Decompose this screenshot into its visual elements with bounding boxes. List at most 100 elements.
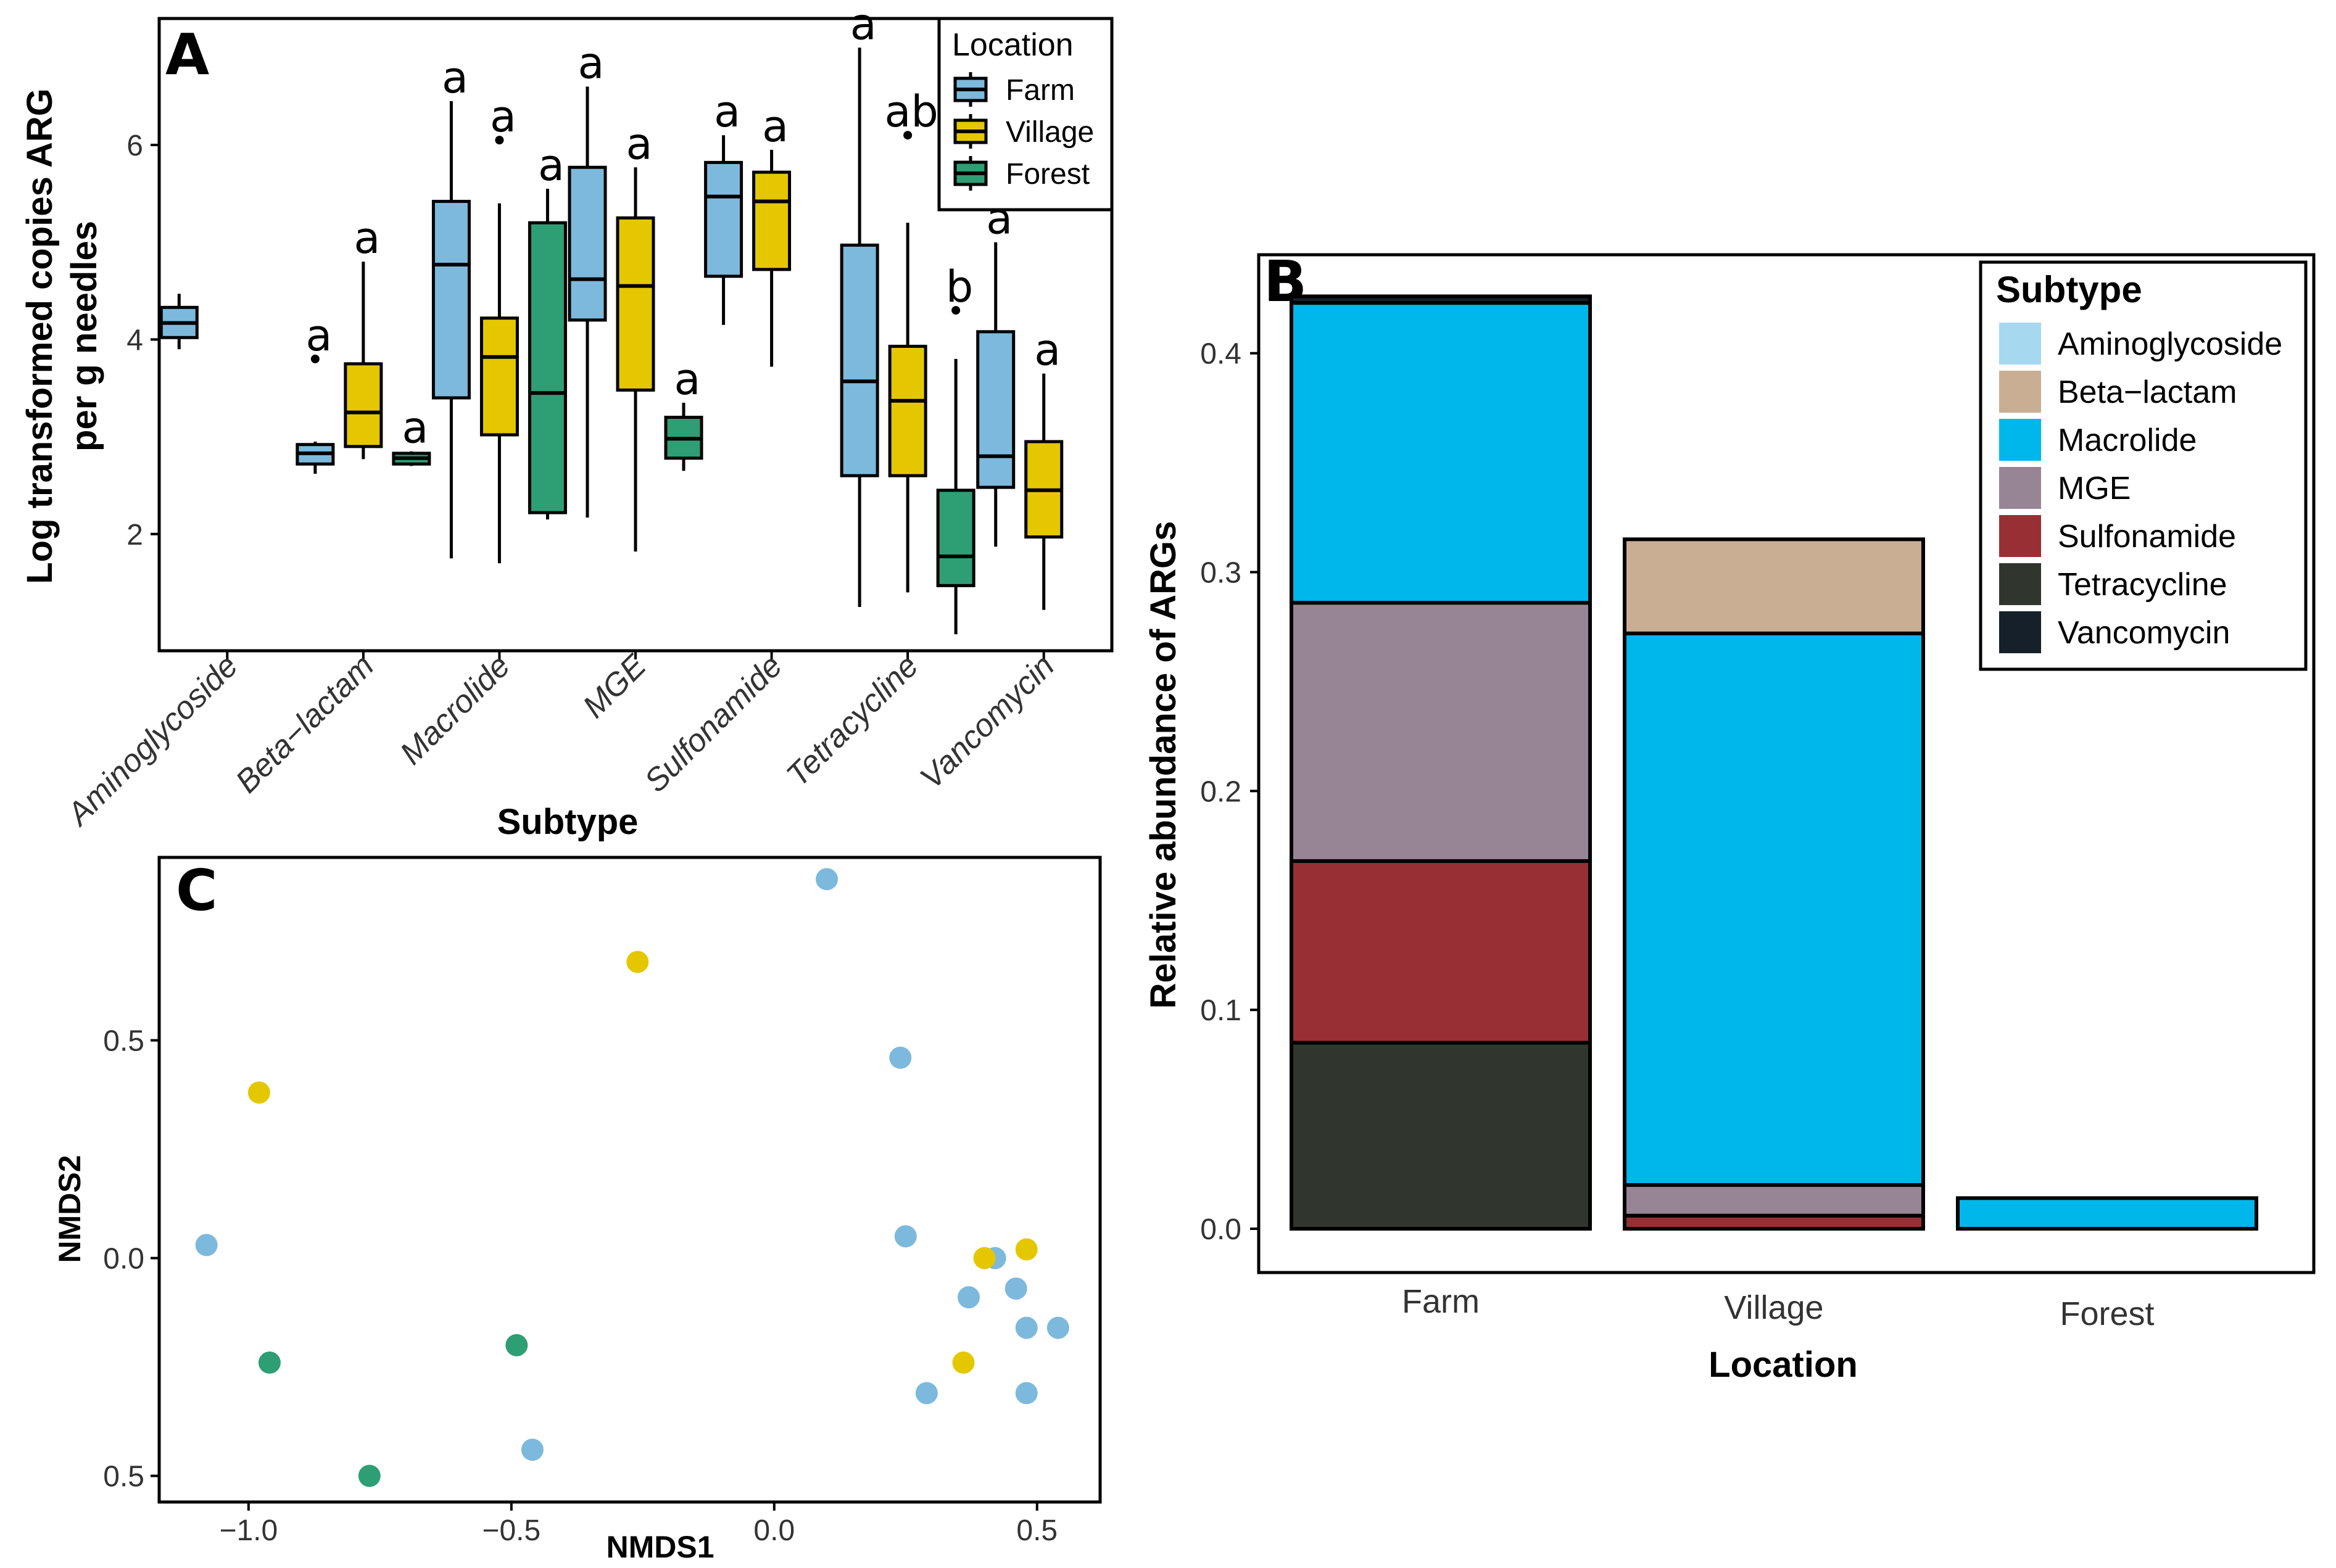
b-segment-mge (1290, 601, 1592, 863)
panel-a-y-ticks: 2 4 6 (126, 130, 159, 551)
b-x-tick-label: Forest (2060, 1295, 2154, 1332)
a-box-village (344, 262, 383, 460)
a-legend-item: Village (953, 114, 1094, 149)
panel-b-legend-items: Aminoglycoside Beta−lactam Macrolide MGE Sul… (1999, 323, 2282, 653)
a-box-village (1024, 373, 1064, 610)
a-legend-label: Farm (1006, 74, 1075, 107)
a-y-tick-label: 4 (126, 324, 143, 357)
b-legend-item: Macrolide (1999, 419, 2197, 461)
panel-b: B 0.00.10.20.30.4 Farm Village Forest Rela… (1143, 249, 2316, 1385)
b-legend-swatch (1999, 611, 2041, 653)
c-x-tick-label: 0.0 (753, 1514, 795, 1547)
a-x-tick-label: Sulfonamide (638, 648, 789, 799)
panel-a-ylabel-line1: Log transformed copies ARG (20, 88, 60, 584)
a-sig-letter: a (305, 310, 332, 361)
a-box-farm (976, 242, 1016, 547)
a-box-body (568, 165, 607, 322)
b-x-tick-label: Village (1724, 1289, 1823, 1326)
a-box-body (528, 221, 567, 514)
b-bar-farm (1290, 294, 1592, 1231)
c-point-forest (358, 1464, 381, 1487)
c-point-farm (894, 1225, 917, 1248)
a-sig-letter: a (714, 86, 740, 137)
b-legend-label: Sulfonamide (2058, 519, 2236, 555)
b-legend-swatch (1999, 323, 2041, 365)
b-legend-item: Sulfonamide (1999, 515, 2236, 557)
c-point-farm (1015, 1316, 1038, 1339)
c-point-farm (889, 1046, 912, 1069)
a-sig-letter: a (578, 38, 605, 88)
a-sig-letter: a (402, 403, 428, 453)
a-box-village (479, 136, 519, 564)
a-box-forest (528, 188, 567, 520)
a-box-body (976, 330, 1016, 489)
c-point-farm (521, 1438, 544, 1461)
a-x-tick-label: Beta−lactam (229, 648, 381, 799)
b-bar-forest (1956, 1196, 2258, 1231)
c-point-farm (915, 1382, 938, 1405)
a-box-farm (296, 354, 335, 474)
a-x-tick-label: Macrolide (394, 648, 517, 771)
panel-b-ylabel: Relative abundance of ARGs (1143, 521, 1183, 1009)
b-legend-swatch (1999, 467, 2041, 509)
c-point-forest (258, 1351, 281, 1374)
c-point-village (247, 1081, 270, 1104)
panel-c-xlabel: NMDS1 (606, 1530, 714, 1564)
a-box-body (479, 316, 519, 437)
a-sig-letter: a (1034, 325, 1061, 376)
b-segment-vancomycin (1290, 294, 1592, 305)
b-legend-label: Macrolide (2058, 423, 2197, 458)
b-legend-swatch (1999, 419, 2041, 461)
a-outlier (310, 354, 320, 363)
a-box-body (752, 170, 792, 271)
panel-b-frame (1257, 253, 2316, 1274)
b-y-tick-label: 0.0 (1200, 1213, 1241, 1246)
b-segment-betalactam (1623, 537, 1925, 635)
panel-b-y-ticks: 0.0 0.1 0.2 0.3 0.4 (1200, 338, 1259, 1246)
panel-b-bars (1290, 294, 2258, 1231)
a-x-tick-label: Tetracycline (780, 648, 926, 793)
c-x-tick-label: 0.5 (1016, 1514, 1058, 1547)
a-sig-letter: a (354, 213, 380, 263)
a-box-forest (936, 306, 975, 635)
panel-a-legend-title: Location (952, 27, 1074, 63)
b-legend-swatch (1999, 515, 2041, 557)
panel-c-points (195, 868, 1069, 1487)
panel-b-legend-title: Subtype (1996, 269, 2142, 310)
a-outlier (903, 131, 913, 140)
b-legend-item: Vancomycin (1999, 611, 2230, 653)
panel-c: C 0.5 0.0 0.5 −1.0 −0.5 0.0 0.5 NMDS2 NMDS1 (52, 856, 1102, 1564)
a-box-village (616, 167, 655, 552)
a-y-tick-label: 6 (126, 130, 143, 162)
a-box-body (616, 216, 655, 392)
a-sig-letter: a (626, 118, 653, 169)
a-legend-item: Farm (953, 72, 1075, 107)
a-legend-item: Forest (953, 156, 1090, 191)
a-legend-label: Forest (1006, 158, 1090, 191)
panel-a-boxes (159, 47, 1064, 635)
c-y-tick-label: 0.5 (103, 1025, 144, 1058)
b-segment-mge (1623, 1183, 1925, 1218)
c-point-farm (1015, 1382, 1038, 1405)
a-box-farm (159, 294, 199, 350)
c-point-farm (958, 1286, 980, 1309)
a-legend-label: Village (1006, 116, 1094, 149)
panel-a-legend-items: Farm Village Forest (953, 72, 1094, 191)
panel-a-ylabel-line2: per g needles (64, 221, 104, 452)
panel-b-x-ticks: Farm Village Forest (1402, 1283, 2155, 1332)
b-y-tick-label: 0.2 (1200, 775, 1241, 808)
b-bar-village (1623, 537, 1925, 1231)
a-box-body (936, 489, 975, 587)
c-point-village (952, 1351, 975, 1374)
a-outlier (951, 306, 961, 315)
b-segment-sulfonamide (1290, 859, 1592, 1045)
a-x-tick-label: Vancomycin (913, 648, 1061, 796)
panel-c-y-ticks: 0.5 0.0 0.5 (103, 1025, 159, 1493)
b-segment-macrolide (1956, 1196, 2258, 1231)
a-box-forest (664, 402, 703, 471)
panel-c-x-ticks: −1.0 −0.5 0.0 0.5 (219, 1502, 1058, 1547)
b-segment-macrolide (1290, 301, 1592, 605)
